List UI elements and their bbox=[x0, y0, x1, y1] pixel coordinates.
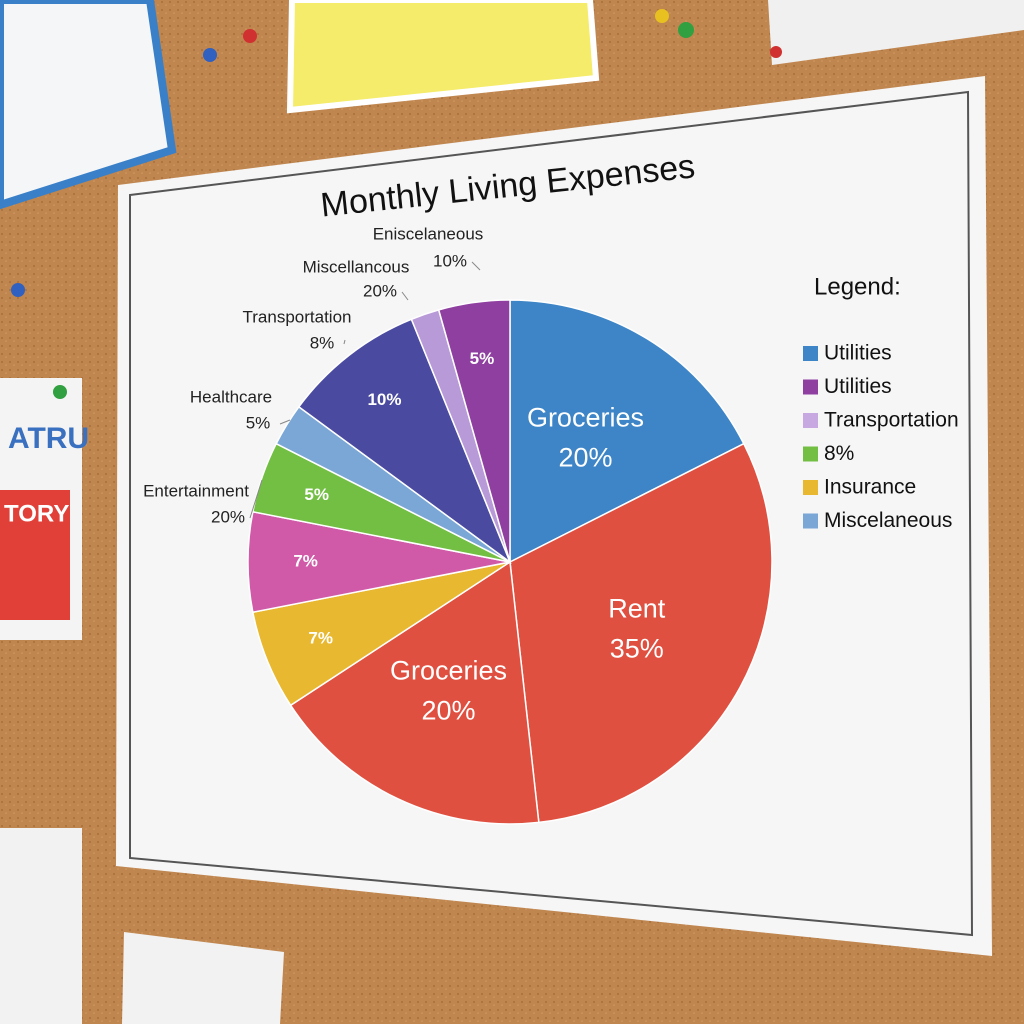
note bbox=[0, 0, 177, 210]
slice-label: 20% bbox=[421, 695, 475, 725]
slice-label: 5% bbox=[470, 349, 495, 368]
annotation-leader bbox=[471, 261, 481, 271]
annotation-label: 20% bbox=[363, 281, 397, 300]
annotation-name: Entertainment bbox=[143, 481, 249, 500]
pie-slice bbox=[297, 318, 512, 565]
legend-label: Transportation bbox=[824, 409, 959, 432]
legend-swatch bbox=[803, 480, 818, 495]
legend-swatch bbox=[803, 413, 818, 428]
legend-swatch bbox=[803, 379, 818, 395]
legend-label: Insurance bbox=[824, 476, 916, 499]
note-band bbox=[0, 490, 70, 620]
legend-title: Legend: bbox=[814, 273, 901, 300]
annotation-name: Eniscelaneous bbox=[373, 224, 484, 243]
slice-label: 35% bbox=[610, 634, 664, 664]
legend-swatch bbox=[803, 446, 818, 462]
pin bbox=[770, 46, 782, 58]
note bbox=[122, 932, 284, 1024]
legend-swatch bbox=[803, 346, 818, 361]
slice-category: Groceries bbox=[527, 402, 644, 432]
pie-slice bbox=[289, 560, 540, 825]
annotation-leader bbox=[343, 339, 346, 345]
annotation-name: Miscellancous bbox=[303, 257, 410, 276]
pie-slice bbox=[509, 299, 745, 564]
slice-label: 7% bbox=[293, 551, 318, 570]
annotation-leader bbox=[279, 419, 291, 425]
legend-label: Utilities bbox=[824, 375, 892, 398]
pin bbox=[655, 9, 669, 23]
poster-frame bbox=[129, 90, 974, 937]
note-text: TORY bbox=[4, 500, 69, 527]
pin bbox=[11, 283, 25, 297]
pie-slice bbox=[509, 442, 773, 824]
pin bbox=[243, 29, 257, 43]
legend-label: 8% bbox=[824, 442, 854, 465]
note bbox=[286, 0, 600, 114]
pin bbox=[53, 385, 67, 399]
slice-label: 5% bbox=[304, 485, 329, 504]
legend-label: Miscelaneous bbox=[824, 509, 952, 532]
annotation-label: 5% bbox=[246, 413, 271, 432]
pie: Groceries 20% Rent 35% Groceries 20% 7% 7% 5% 10%… bbox=[247, 299, 773, 825]
note bbox=[0, 828, 82, 1024]
annotation-leader bbox=[401, 291, 409, 301]
legend-swatch bbox=[803, 513, 818, 529]
slice-label: 20% bbox=[558, 442, 612, 472]
annotation-leader bbox=[249, 479, 263, 519]
pin bbox=[203, 48, 217, 62]
slice-label: 7% bbox=[308, 628, 333, 647]
annotation-label: 20% bbox=[211, 507, 245, 526]
slice-category: Rent bbox=[608, 594, 666, 624]
note-text: ATRU bbox=[8, 422, 89, 455]
slice-label: 10% bbox=[367, 390, 401, 409]
legend: Legend: Utilities Utilities Transportation 8… bbox=[803, 273, 959, 532]
annotation-label: 10% bbox=[433, 251, 467, 270]
annotation-label: 8% bbox=[310, 333, 335, 352]
pin bbox=[678, 22, 694, 38]
annotation-name: Transportation bbox=[243, 307, 352, 326]
note bbox=[768, 0, 1024, 65]
slice-category: Groceries bbox=[390, 655, 507, 685]
annotation-name: Healthcare bbox=[190, 387, 272, 406]
annotations: Eniscelaneous 10% Miscellancous 20% Transpor… bbox=[143, 224, 483, 526]
pie-slice bbox=[437, 299, 511, 563]
legend-label: Utilities bbox=[824, 342, 892, 365]
